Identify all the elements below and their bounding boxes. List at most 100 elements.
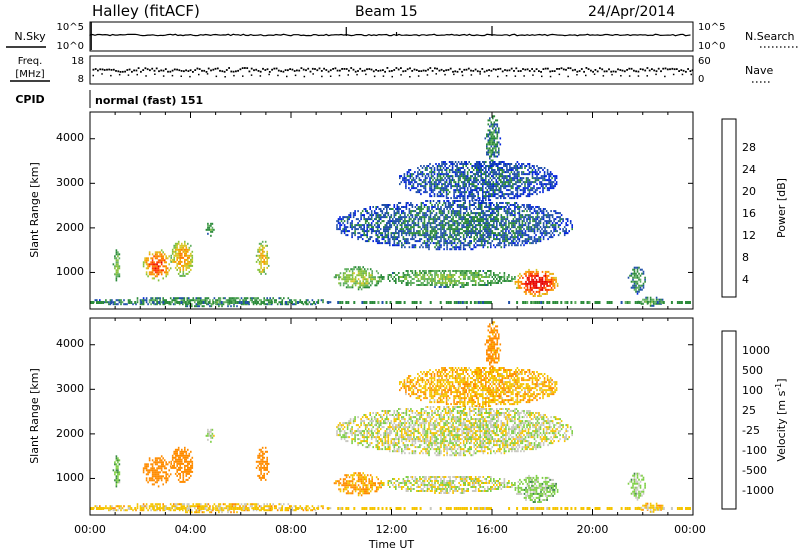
power-cell: [453, 242, 456, 245]
power-cell: [526, 218, 528, 221]
power-cell: [445, 181, 448, 184]
power-cell: [454, 175, 457, 178]
power-cell: [505, 210, 507, 213]
power-cell: [503, 187, 505, 190]
power-cell: [197, 299, 199, 302]
power-cell: [420, 193, 422, 196]
power-cell: [174, 299, 176, 302]
power-cell: [251, 297, 253, 300]
power-cell: [462, 171, 464, 174]
power-cell: [459, 228, 462, 231]
power-cell: [363, 276, 366, 279]
power-cell: [489, 167, 492, 169]
power-cell: [260, 303, 262, 306]
power-cell: [165, 255, 167, 258]
power-cell: [176, 246, 178, 249]
power-cell: [345, 226, 347, 229]
power-cell: [447, 175, 449, 178]
power-cell: [422, 232, 424, 235]
power-cell: [474, 230, 477, 233]
power-cell: [267, 303, 270, 306]
power-cell: [114, 265, 116, 268]
power-cell: [488, 167, 490, 169]
power-cell: [439, 177, 442, 180]
power-cell: [114, 267, 116, 270]
power-cell: [495, 181, 498, 184]
power-cell: [464, 202, 466, 204]
power-cell: [423, 206, 426, 208]
power-cell: [487, 230, 489, 233]
power-cell: [417, 167, 419, 169]
power-cell: [395, 244, 397, 247]
power-cell: [444, 238, 447, 241]
power-cell: [495, 193, 498, 196]
power-cell: [176, 244, 178, 247]
power-cell: [432, 236, 435, 239]
power-cell: [207, 232, 209, 235]
power-cell: [357, 272, 360, 275]
power-cell: [433, 167, 436, 169]
power-cell: [511, 240, 513, 243]
power-cell: [389, 204, 391, 206]
power-cell: [538, 240, 540, 243]
power-cell: [407, 274, 409, 276]
power-cell: [526, 288, 529, 291]
power-cell: [398, 230, 400, 233]
power-cell: [485, 199, 487, 202]
power-cell: [503, 169, 505, 171]
power-cell: [464, 232, 466, 235]
power-cell: [645, 298, 647, 301]
power-cell: [503, 218, 506, 221]
power-cell: [437, 206, 439, 208]
power-cell: [485, 228, 488, 231]
power-cell: [454, 165, 457, 167]
power-cell: [483, 167, 486, 169]
power-cell: [509, 183, 511, 186]
power-cell: [258, 254, 261, 257]
power-cell: [560, 222, 563, 225]
power-cell: [490, 137, 493, 140]
power-cell: [153, 255, 155, 258]
power-cell: [517, 274, 520, 277]
power-cell: [461, 218, 463, 221]
power-cell: [190, 264, 192, 267]
power-cell: [535, 218, 537, 221]
power-cell: [474, 175, 476, 178]
freq-point: [458, 68, 461, 71]
power-cell: [227, 299, 229, 302]
power-cell: [477, 163, 479, 165]
power-cell: [477, 224, 480, 227]
power-cell: [160, 269, 163, 272]
freq-point: [212, 68, 215, 71]
power-cell: [498, 189, 501, 192]
power-cell: [442, 189, 445, 192]
power-cell: [370, 222, 373, 225]
power-cell: [493, 155, 496, 158]
power-cell: [335, 276, 337, 279]
power-cell: [544, 288, 547, 291]
power-cell: [423, 242, 426, 245]
power-cell: [413, 232, 415, 235]
power-cell: [432, 189, 434, 192]
power-cell: [390, 220, 393, 223]
power-cell: [169, 301, 172, 304]
power-cell: [405, 181, 407, 184]
power-cell: [467, 234, 469, 237]
power-cell: [421, 167, 424, 169]
power-cell: [471, 216, 474, 219]
power-cell: [431, 228, 433, 231]
power-cell: [500, 234, 503, 237]
power-cell: [466, 163, 469, 165]
power-cell: [156, 299, 158, 302]
power-cell: [497, 234, 500, 237]
power-cell: [464, 276, 466, 278]
power-cell: [450, 185, 452, 188]
power-cell: [441, 232, 444, 235]
power-cell: [638, 266, 640, 269]
power-cell: [449, 226, 451, 229]
power-cell: [230, 297, 232, 300]
power-cell: [457, 181, 460, 184]
power-cell: [387, 220, 390, 223]
power-cell: [477, 193, 479, 196]
power-cell: [516, 286, 518, 289]
